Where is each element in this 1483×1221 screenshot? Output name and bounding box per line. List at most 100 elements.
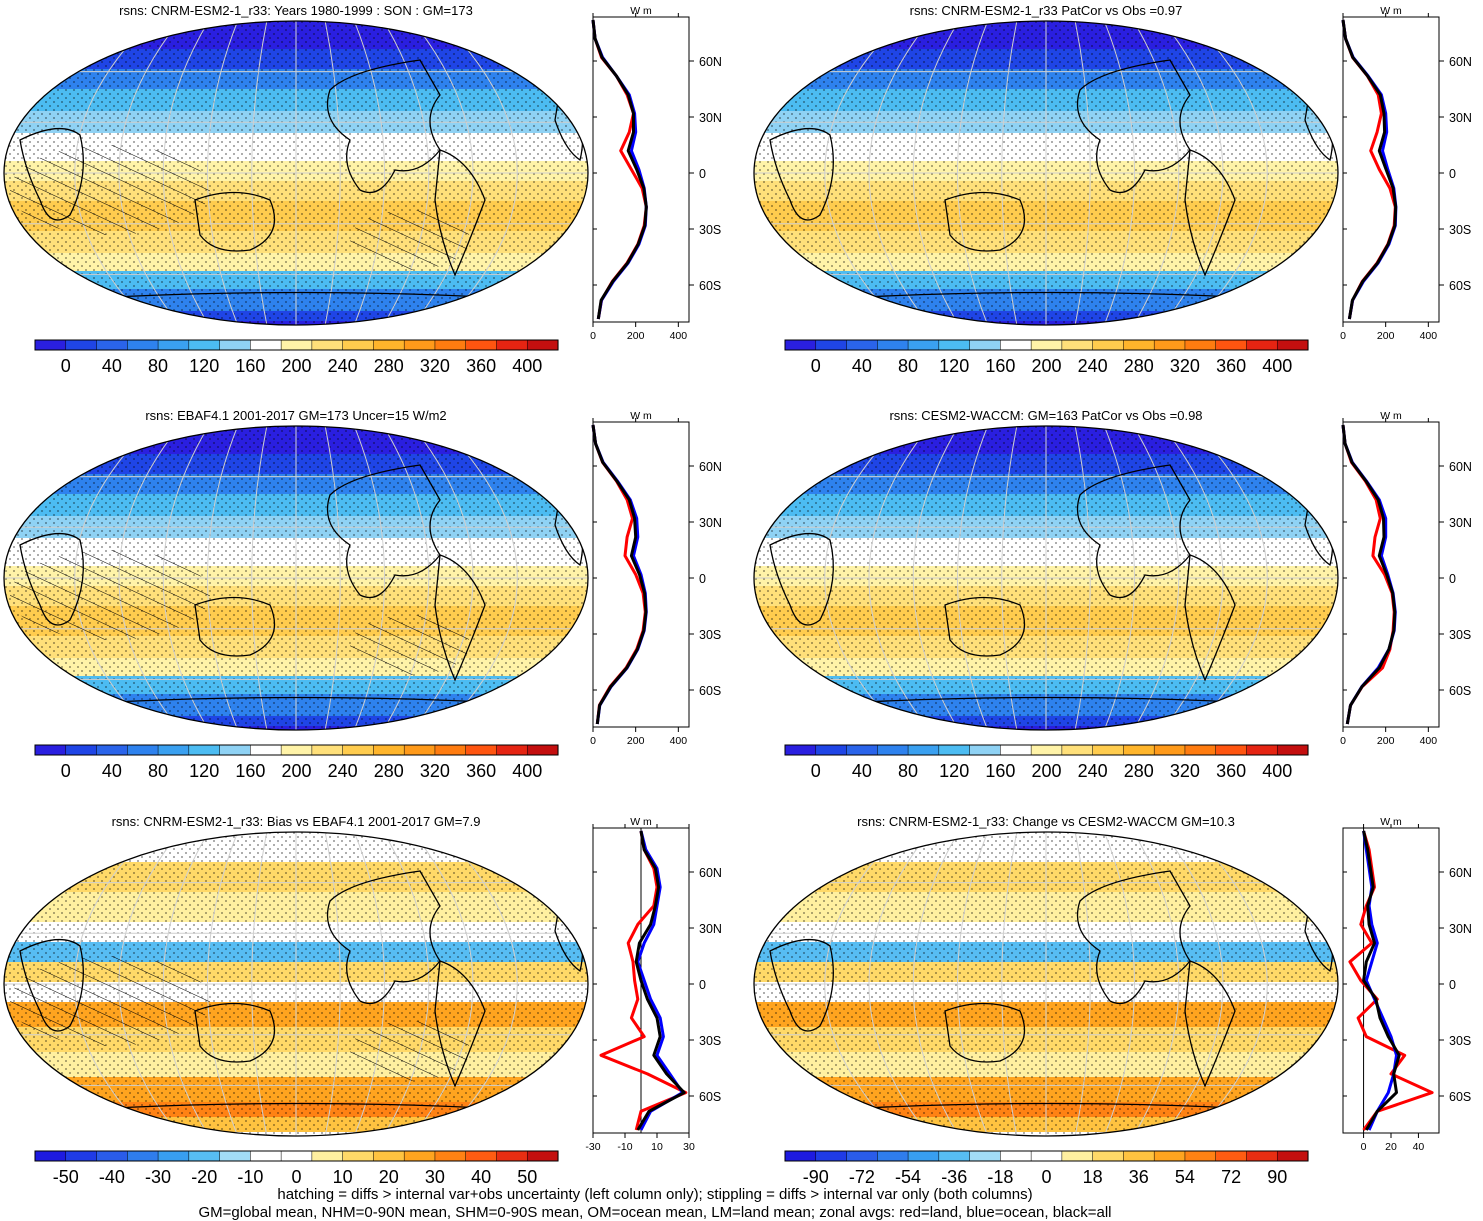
colorbar-tick-label: -10 [237,1167,263,1187]
colorbar-swatch [1092,339,1124,351]
graticule-lon [956,426,989,730]
graticule-lon [353,426,386,730]
zonal-lat-label: 0 [699,167,706,181]
colorbar-swatch [1000,744,1032,756]
map-field [4,21,588,325]
coastline [944,191,1026,252]
zonal-lat-label: 30S [699,1034,721,1048]
colorbar-swatch [1215,1150,1248,1162]
zonal-lat-label: 60N [699,460,722,474]
colorbar-swatch [465,744,498,756]
coastline [769,127,834,221]
colorbar-swatch [496,339,528,351]
graticule-lon [206,426,239,730]
colorbar-swatch [250,339,282,351]
zonal-lat-label: 30S [1449,628,1471,642]
zonal-lat-label: 60N [1449,460,1472,474]
colorbar-swatch [969,744,1001,756]
colorbar-swatch [311,744,344,756]
zonal-lat-label: 30S [1449,223,1471,237]
hatching [350,210,470,270]
colorbar-tick-label: 40 [102,356,122,376]
colorbar-swatch [465,1150,498,1162]
colorbar-tick-label: 160 [235,356,265,376]
colorbar-tick-label: 0 [291,1167,301,1187]
colorbar-tick-label: 200 [281,761,311,781]
zonal-x-label: 400 [1420,735,1438,747]
graticule-lon [1162,426,1224,730]
colorbar-swatch [280,1150,313,1162]
panel-6: rsns: CNRM-ESM2-1_r33: Change vs CESM2-W… [753,814,1472,1187]
panel-title: rsns: CNRM-ESM2-1_r33: Change vs CESM2-W… [857,814,1235,829]
colorbar-tick-label: 400 [1262,356,1292,376]
zonal-line-black [1341,19,1398,320]
graticule-lon [412,832,474,1136]
hatching [10,145,210,235]
graticule-lon [868,21,930,325]
zonal-x-label: -30 [585,1141,600,1153]
colorbar-swatch [434,744,467,756]
graticule-lon [251,21,268,325]
colorbar-tick-label: 280 [374,761,404,781]
colorbar-tick-label: 240 [1078,761,1108,781]
colorbar-swatch [877,339,909,351]
colorbar-swatch [907,744,940,756]
graticule-lon [1191,21,1268,325]
graticule-lon [412,426,474,730]
colorbar-swatch [1215,339,1248,351]
graticule-lon [824,832,901,1136]
colorbar-swatch [373,1150,405,1162]
colorbar-swatch [784,339,817,351]
colorbar-tick-label: 120 [189,356,219,376]
colorbar-swatch [157,339,190,351]
colorbar-tick-label: 50 [517,1167,537,1187]
coastline [1184,149,1236,277]
graticule-lon [441,426,518,730]
zonal-lat-label: 30N [699,516,722,530]
zonal-x-label: 0 [1340,735,1346,747]
colorbar-swatch [373,744,405,756]
zonal-frame [592,16,690,323]
colorbar-tick-label: 54 [1175,1167,1195,1187]
colorbar-tick-label: 400 [512,356,542,376]
zonal-line-black [591,19,648,320]
colorbar-swatch [784,744,817,756]
coastline [326,59,441,194]
coastline [194,191,276,252]
colorbar-tick-label: 40 [852,356,872,376]
colorbar-tick-label: -18 [987,1167,1013,1187]
colorbar-swatch [1246,744,1278,756]
colorbar-frame [784,744,1309,756]
zonal-lat-label: 60N [699,55,722,69]
colorbar-swatch [250,744,282,756]
zonal-lat-label: 30S [699,223,721,237]
graticule-lon [441,21,518,325]
coastline [1184,554,1236,682]
colorbar-tick-label: 80 [898,761,918,781]
graticule-lon [1103,21,1136,325]
zonal-x-label: 30 [683,1141,695,1153]
colorbar-swatch [1000,339,1032,351]
zonal-x-label: 200 [627,330,645,342]
colorbar-tick-label: 280 [1124,356,1154,376]
graticule-lon [353,21,386,325]
colorbar-swatch [1153,744,1186,756]
zonal-x-label: 0 [590,735,596,747]
zonal-lat-label: 0 [1449,167,1456,181]
zonal-x-label: 400 [670,330,688,342]
graticule-lon [824,426,901,730]
graticule-lon [324,426,341,730]
colorbar-swatch [219,339,251,351]
colorbar-tick-label: 0 [61,761,71,781]
panel-1: rsns: CNRM-ESM2-1_r33: Years 1980-1999 :… [3,3,722,376]
zonal-units: W m [630,5,652,17]
colorbar-swatch [96,744,128,756]
zonal-units: W m [630,816,652,828]
colorbar-swatch [127,1150,159,1162]
zonal-lat-label: 60S [699,1090,721,1104]
panel-2: rsns: CNRM-ESM2-1_r33 PatCor vs Obs =0.9… [753,3,1472,376]
coastline [1076,59,1191,194]
colorbar-tick-label: 360 [1216,356,1246,376]
colorbar-tick-label: 240 [328,356,358,376]
graticule-lon [1074,426,1091,730]
